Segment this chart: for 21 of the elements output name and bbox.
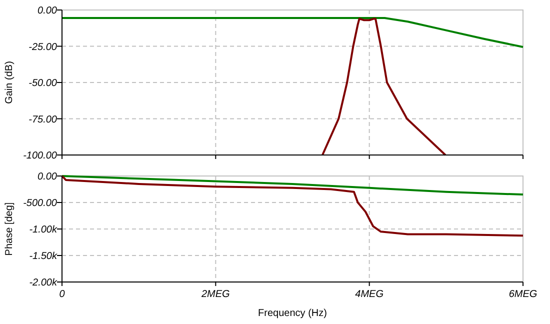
line-series [61, 16, 524, 48]
y-tick-label: -1.00k [29, 224, 58, 236]
y-tick-label: -1.50k [29, 251, 58, 262]
x-tick-label: 0 [59, 289, 66, 300]
y-tick-label: -500.00 [23, 198, 58, 209]
y-axis-title: Gain (dB) [4, 61, 15, 104]
y-tick-label: 0.00 [38, 6, 58, 16]
line-series [61, 175, 524, 196]
x-tick-label: 4MEG [355, 289, 384, 300]
y-tick-label: -100.00 [23, 150, 58, 162]
line-series [321, 18, 446, 156]
y-tick-label: -50.00 [28, 78, 58, 89]
y-tick-label: -75.00 [28, 114, 58, 126]
y-tick-label: -2.00k [29, 278, 58, 288]
line-series [61, 175, 524, 237]
x-tick-label: 2MEG [200, 289, 230, 300]
x-axis-title: Frequency (Hz) [258, 308, 327, 319]
y-tick-label: -25.00 [28, 42, 58, 53]
y-tick-label: 0.00 [38, 172, 58, 182]
y-axis-title: Phase [deg] [4, 202, 15, 256]
x-tick-label: 6MEG [508, 289, 538, 300]
